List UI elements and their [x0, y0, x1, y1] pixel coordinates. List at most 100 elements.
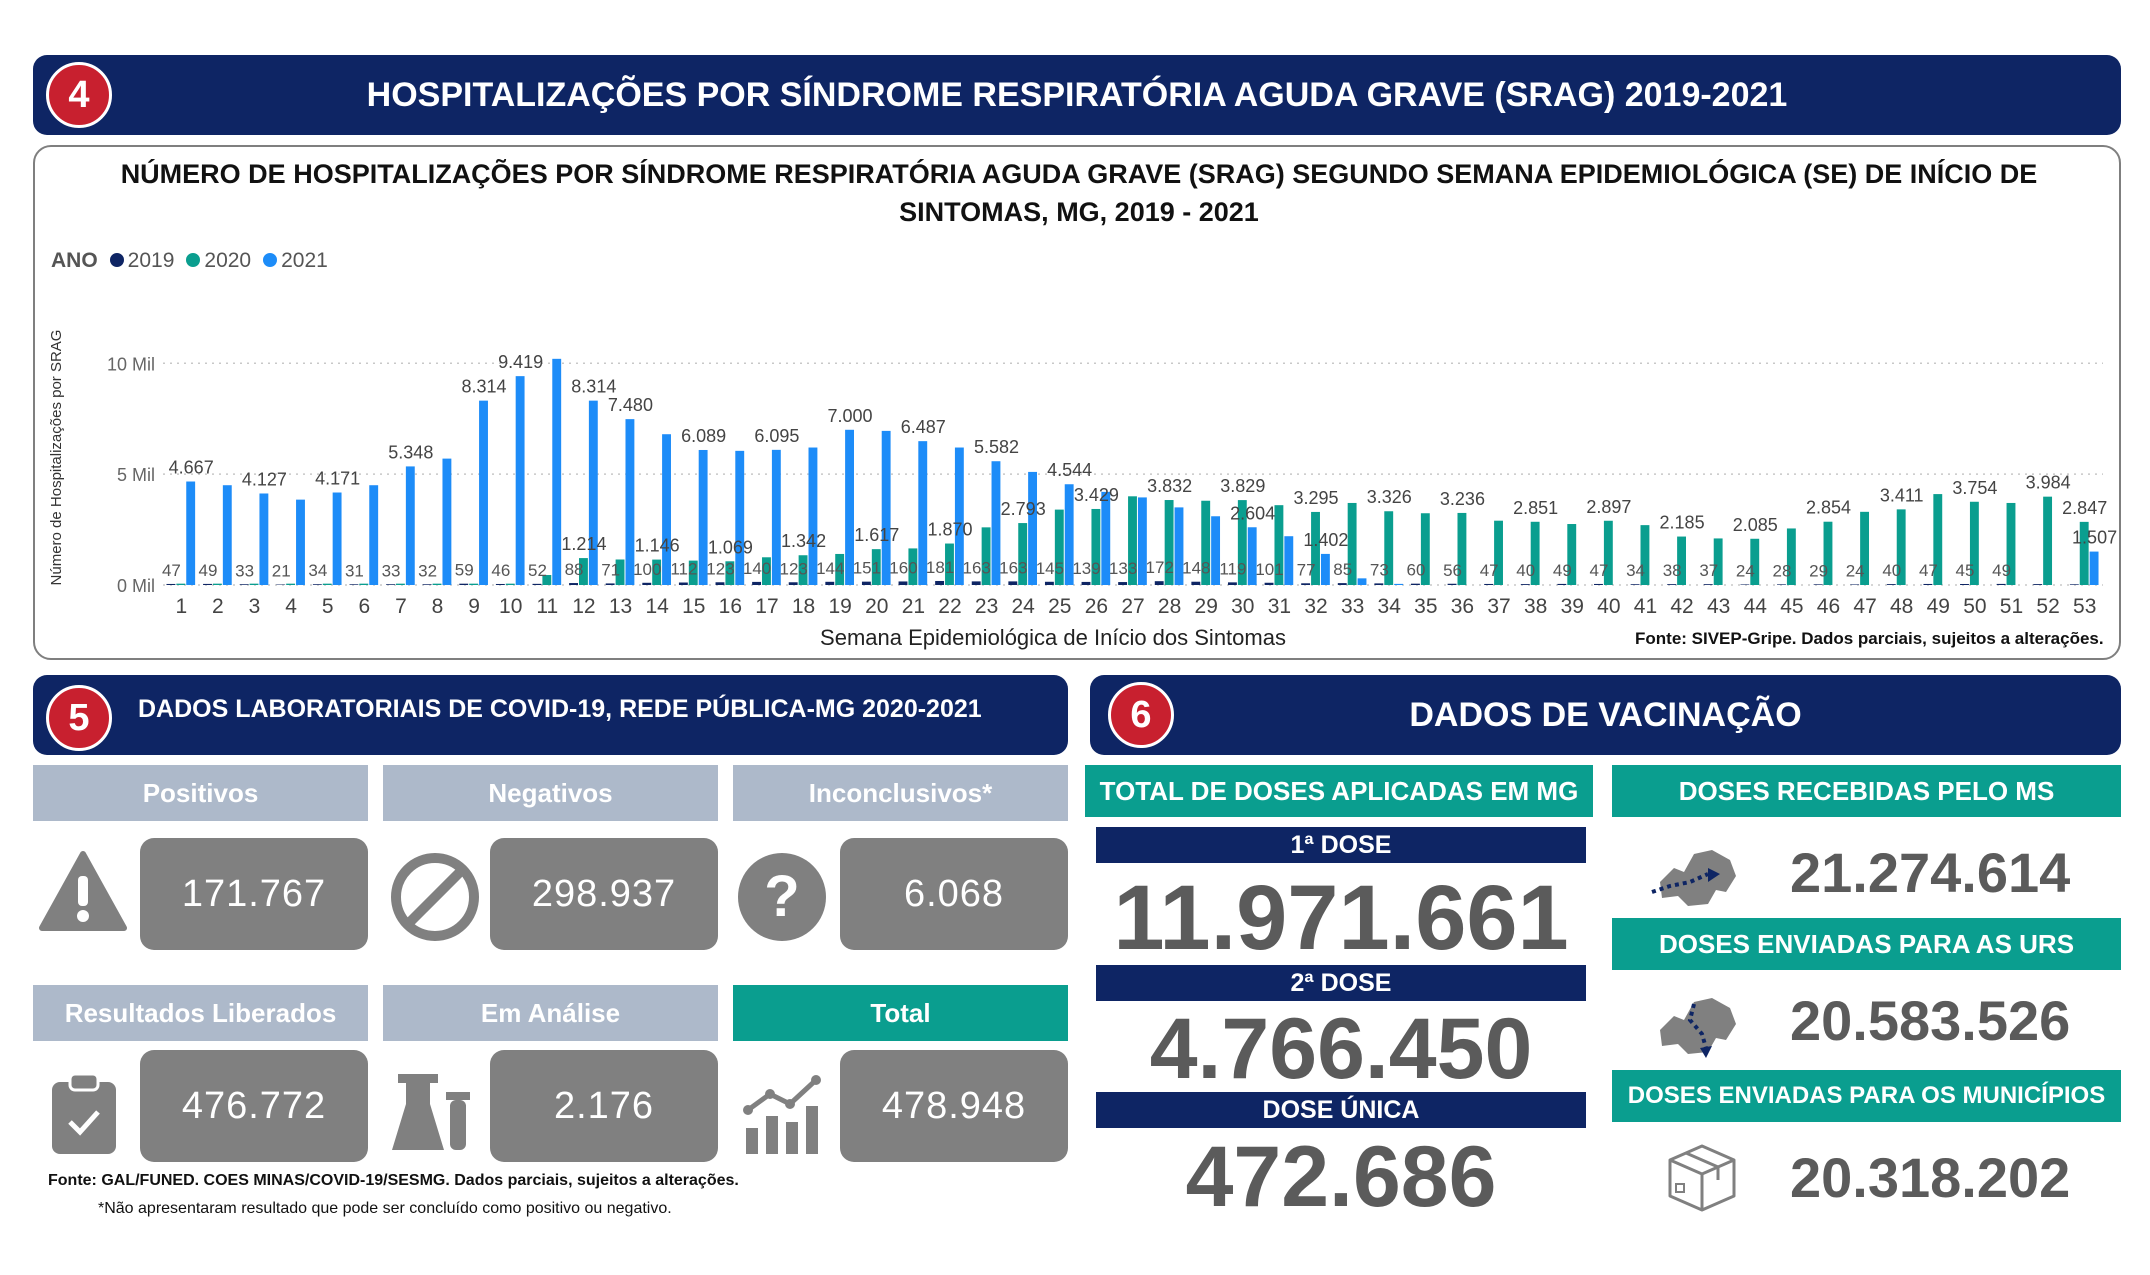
legend-item-2021[interactable]: 2021: [263, 249, 328, 273]
chart-legend: ANO 2019 2020 2021: [51, 249, 328, 273]
bar-2020-se45: [1786, 528, 1796, 585]
x-tick-label-36: 36: [1451, 595, 1474, 618]
data-label-2019-se7: 33: [382, 561, 401, 580]
x-tick-label-22: 22: [938, 595, 961, 618]
data-label-2020-se52: 3.984: [2026, 473, 2071, 493]
data-label-2020-se32: 3.295: [1293, 488, 1338, 508]
negativos-value: 298.937: [490, 838, 718, 950]
data-label-2019-se39: 49: [1553, 561, 1572, 580]
negativos-label: Negativos: [383, 765, 718, 821]
data-label-2019-se34: 73: [1370, 560, 1389, 579]
y-tick-label-1: 5 Mil: [117, 465, 155, 485]
doses-sent-municipios-value: 20.318.202: [1790, 1146, 2071, 1209]
x-tick-label-21: 21: [902, 595, 925, 618]
data-label-2020-se18: 1.342: [781, 531, 826, 551]
doses-sent-urs-value: 20.583.526: [1790, 989, 2071, 1052]
positivos-value: 171.767: [140, 838, 368, 950]
data-label-2020-se50: 3.754: [1952, 478, 1997, 498]
bar-2019-se37: [1484, 583, 1494, 585]
legend-item-2019[interactable]: 2019: [109, 249, 174, 273]
bar-2019-se14: [642, 582, 652, 585]
bar-2021-se31: [1284, 536, 1294, 585]
x-tick-label-1: 1: [175, 595, 187, 618]
bar-2020-se25: [1054, 509, 1064, 585]
em-analise-value: 2.176: [490, 1050, 718, 1162]
data-label-2021-se53: 1.507: [2072, 528, 2117, 548]
bar-2019-se36: [1447, 583, 1457, 585]
data-label-2020-se36: 3.236: [1440, 489, 1485, 509]
bar-2019-se5: [312, 584, 322, 585]
data-label-2019-se22: 181: [926, 558, 954, 577]
clipboard-check-icon: [52, 1072, 116, 1154]
data-label-2019-se13: 71: [601, 560, 620, 579]
section6-title: DADOS DE VACINAÇÃO: [1409, 695, 1802, 734]
bar-2021-se13: [625, 419, 635, 585]
bar-2021-se34: [1394, 583, 1404, 585]
data-label-2021-se32: 1.402: [1303, 530, 1348, 550]
data-label-2020-se26: 3.429: [1074, 485, 1119, 505]
bar-2019-se9: [459, 583, 469, 585]
data-label-2020-se14: 1.146: [635, 536, 680, 556]
bar-2019-se24: [1008, 581, 1018, 585]
x-tick-label-32: 32: [1304, 595, 1327, 618]
bar-2020-se35: [1420, 513, 1430, 585]
x-axis-label: Semana Epidemiológica de Início dos Sint…: [820, 625, 1286, 650]
doses-sent-municipios-header: DOSES ENVIADAS PARA OS MUNICÍPIOS: [1612, 1070, 2121, 1122]
x-tick-label-37: 37: [1487, 595, 1510, 618]
data-label-2019-se6: 31: [345, 561, 364, 580]
bar-2019-se47: [1850, 584, 1860, 585]
bar-2020-se50: [1969, 501, 1979, 585]
data-label-2020-se44: 2.085: [1733, 515, 1778, 535]
legend-item-2020[interactable]: 2020: [186, 249, 251, 273]
data-label-2019-se21: 160: [889, 558, 917, 577]
bar-2019-se26: [1081, 581, 1091, 585]
x-tick-label-28: 28: [1158, 595, 1181, 618]
x-tick-label-41: 41: [1634, 595, 1657, 618]
data-label-2019-se33: 85: [1333, 560, 1352, 579]
x-tick-label-29: 29: [1195, 595, 1218, 618]
bar-2021-se12: [588, 400, 598, 585]
bar-2021-se5: [332, 492, 342, 585]
x-tick-label-4: 4: [285, 595, 297, 618]
x-tick-label-14: 14: [645, 595, 669, 618]
bar-2021-se23: [991, 461, 1001, 585]
bar-2020-se46: [1823, 521, 1833, 585]
data-label-2021-se17: 6.095: [754, 426, 799, 446]
bar-2020-se52: [2043, 496, 2053, 585]
data-label-2019-se29: 148: [1182, 559, 1210, 578]
data-label-2019-se8: 32: [418, 561, 437, 580]
data-label-2021-se7: 5.348: [388, 442, 433, 462]
data-label-2019-se43: 37: [1699, 561, 1718, 580]
bar-2019-se48: [1886, 584, 1896, 585]
chart-source: Fonte: SIVEP-Gripe. Dados parciais, suje…: [1635, 629, 2104, 648]
x-tick-label-30: 30: [1231, 595, 1254, 618]
bar-2019-se38: [1520, 584, 1530, 585]
data-label-2019-se24: 163: [999, 558, 1027, 577]
dose1-value: 11.971.661: [1113, 867, 1569, 969]
data-label-2019-se47: 24: [1846, 561, 1865, 580]
bar-2021-se16: [735, 450, 745, 585]
bar-2019-se45: [1777, 584, 1786, 585]
bar-2021-se19: [845, 429, 854, 585]
bar-2021-se8: [442, 458, 452, 585]
lab-flask-icon: [392, 1074, 470, 1150]
x-tick-label-20: 20: [865, 595, 888, 618]
bar-2020-se18: [798, 555, 808, 585]
data-label-2019-se12: 88: [565, 560, 584, 579]
bar-2021-se22: [954, 447, 964, 585]
x-tick-label-46: 46: [1817, 595, 1840, 618]
bar-2020-se9: [469, 583, 479, 585]
bar-2019-se44: [1740, 584, 1750, 585]
bar-2019-se40: [1594, 583, 1603, 585]
bar-2021-se18: [808, 447, 818, 585]
bar-2021-se26: [1101, 491, 1111, 585]
data-label-2019-se5: 34: [308, 561, 327, 580]
data-label-2020-se20: 1.617: [854, 525, 899, 545]
data-label-2019-se32: 77: [1297, 560, 1316, 579]
bar-2020-se31: [1274, 505, 1284, 585]
data-label-2019-se1: 47: [162, 561, 181, 580]
bar-2019-se12: [569, 583, 579, 585]
resultados-liberados-label: Resultados Liberados: [33, 985, 368, 1041]
chart-title-line1: NÚMERO DE HOSPITALIZAÇÕES POR SÍNDROME R…: [120, 159, 2038, 189]
bar-2019-se32: [1301, 583, 1311, 585]
